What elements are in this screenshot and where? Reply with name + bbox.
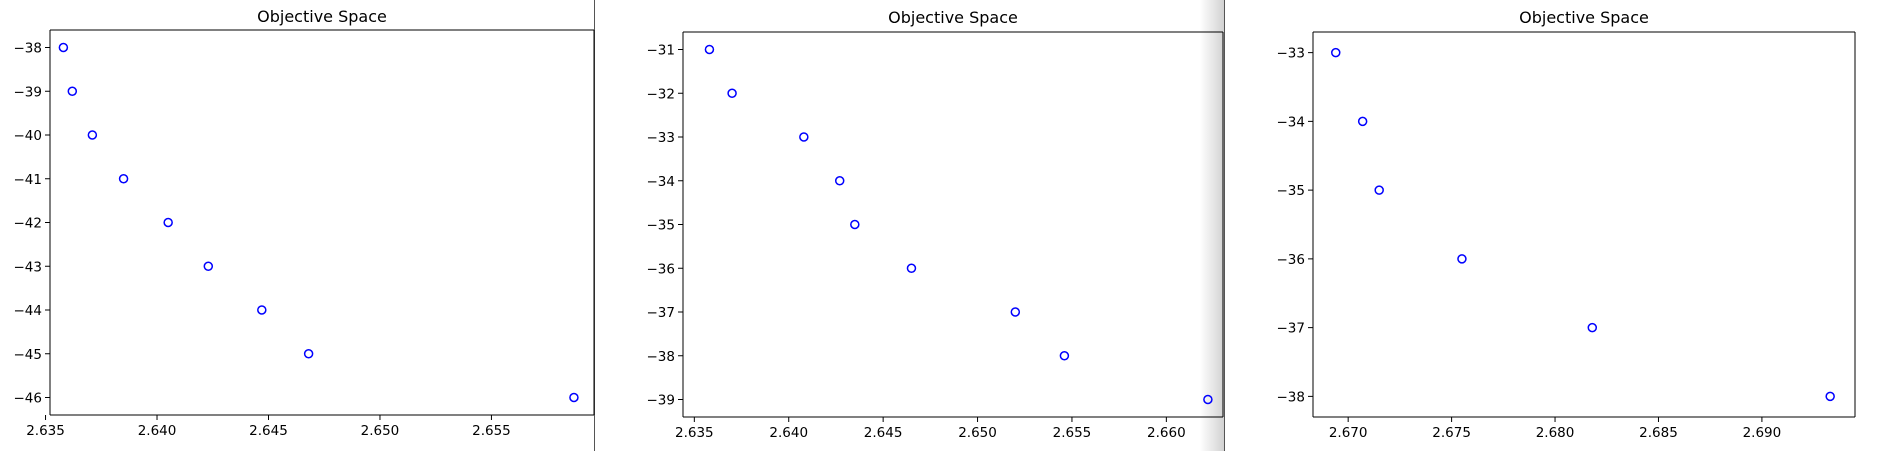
x-tick-label: 2.650 xyxy=(958,425,997,441)
y-tick-label: −31 xyxy=(647,43,676,59)
data-point xyxy=(850,219,860,230)
data-point xyxy=(569,392,579,403)
data-point xyxy=(906,263,917,273)
chart-title: Objective Space xyxy=(1519,8,1649,27)
y-tick-label: −38 xyxy=(647,349,676,365)
y-tick-label: −44 xyxy=(14,303,43,319)
data-point xyxy=(87,130,98,140)
data-point xyxy=(1010,307,1021,317)
y-tick-label: −38 xyxy=(1277,389,1306,405)
y-tick-label: −45 xyxy=(14,347,43,363)
data-points xyxy=(704,44,1213,405)
data-points xyxy=(1331,47,1835,402)
tick-group: 2.670 2.675 2.680 2.685 2.690 −33 −34 −35 −36 −37… xyxy=(1277,46,1782,441)
y-tick-label: −37 xyxy=(647,305,676,321)
y-tick-label: −34 xyxy=(1277,114,1306,130)
data-point xyxy=(67,86,78,96)
x-tick-label: 2.645 xyxy=(249,423,288,439)
y-tick-label: −33 xyxy=(1277,46,1306,62)
data-point xyxy=(727,88,737,98)
chart-panel-1: Objective Space 2.635 2.640 2.645 2.650 2.65… xyxy=(14,7,595,439)
x-tick-label: 2.680 xyxy=(1536,425,1575,441)
x-tick-label: 2.690 xyxy=(1743,425,1782,441)
data-point xyxy=(257,305,267,315)
data-point xyxy=(799,132,809,142)
chart-title: Objective Space xyxy=(257,7,387,26)
data-point xyxy=(1587,322,1598,333)
x-tick-label: 2.685 xyxy=(1639,425,1678,441)
x-tick-label: 2.675 xyxy=(1432,425,1471,441)
data-points xyxy=(58,42,579,403)
y-tick-label: −37 xyxy=(1277,321,1306,337)
y-tick-label: −46 xyxy=(14,391,43,407)
data-point xyxy=(163,217,173,228)
y-tick-label: −32 xyxy=(647,86,676,102)
data-point xyxy=(303,349,314,359)
x-tick-label: 2.635 xyxy=(675,425,714,441)
x-tick-label: 2.655 xyxy=(1053,425,1092,441)
data-point xyxy=(1374,185,1384,195)
tick-group: 2.635 2.640 2.645 2.650 2.655 −38 −39 −40 −41 −42… xyxy=(14,41,511,440)
x-tick-label: 2.645 xyxy=(864,425,903,441)
x-tick-label: 2.655 xyxy=(472,423,511,439)
x-tick-label: 2.635 xyxy=(26,423,65,439)
data-point xyxy=(1331,47,1341,58)
y-tick-label: −33 xyxy=(647,130,676,146)
data-point xyxy=(1357,116,1368,127)
data-point xyxy=(1457,254,1467,264)
y-tick-label: −36 xyxy=(647,261,676,277)
chart-title: Objective Space xyxy=(888,8,1018,27)
y-tick-label: −39 xyxy=(14,84,43,100)
x-tick-label: 2.640 xyxy=(769,425,808,441)
data-point xyxy=(1059,351,1070,361)
x-tick-label: 2.660 xyxy=(1147,425,1186,441)
y-tick-label: −40 xyxy=(14,128,43,144)
y-tick-label: −34 xyxy=(647,174,676,190)
axes-frame xyxy=(682,31,1224,418)
y-tick-label: −35 xyxy=(647,218,676,234)
y-tick-label: −43 xyxy=(14,259,43,275)
tick-group: 2.635 2.640 2.645 2.650 2.655 2.660 −31 −32 −33 −… xyxy=(647,43,1186,442)
chart-panel-2: Objective Space 2.635 2.640 2.645 2.650 2.65… xyxy=(647,8,1224,441)
data-point xyxy=(203,261,214,271)
axes-frame xyxy=(1312,31,1856,418)
data-point xyxy=(1203,394,1213,405)
x-tick-label: 2.650 xyxy=(361,423,400,439)
axes-frame xyxy=(49,29,595,416)
data-point xyxy=(118,174,129,184)
x-tick-label: 2.640 xyxy=(138,423,177,439)
y-tick-label: −35 xyxy=(1277,183,1306,199)
data-point xyxy=(1825,391,1835,402)
data-point xyxy=(834,176,845,186)
y-tick-label: −39 xyxy=(647,393,676,409)
y-tick-label: −41 xyxy=(14,172,43,188)
data-point xyxy=(704,44,715,55)
y-tick-label: −36 xyxy=(1277,252,1306,268)
y-tick-label: −42 xyxy=(14,216,43,232)
y-tick-label: −38 xyxy=(14,41,43,57)
x-tick-label: 2.670 xyxy=(1329,425,1368,441)
data-point xyxy=(58,42,69,53)
chart-panel-3: Objective Space 2.670 2.675 2.680 2.685 2.69… xyxy=(1277,8,1856,441)
window-shadow xyxy=(1200,0,1224,451)
